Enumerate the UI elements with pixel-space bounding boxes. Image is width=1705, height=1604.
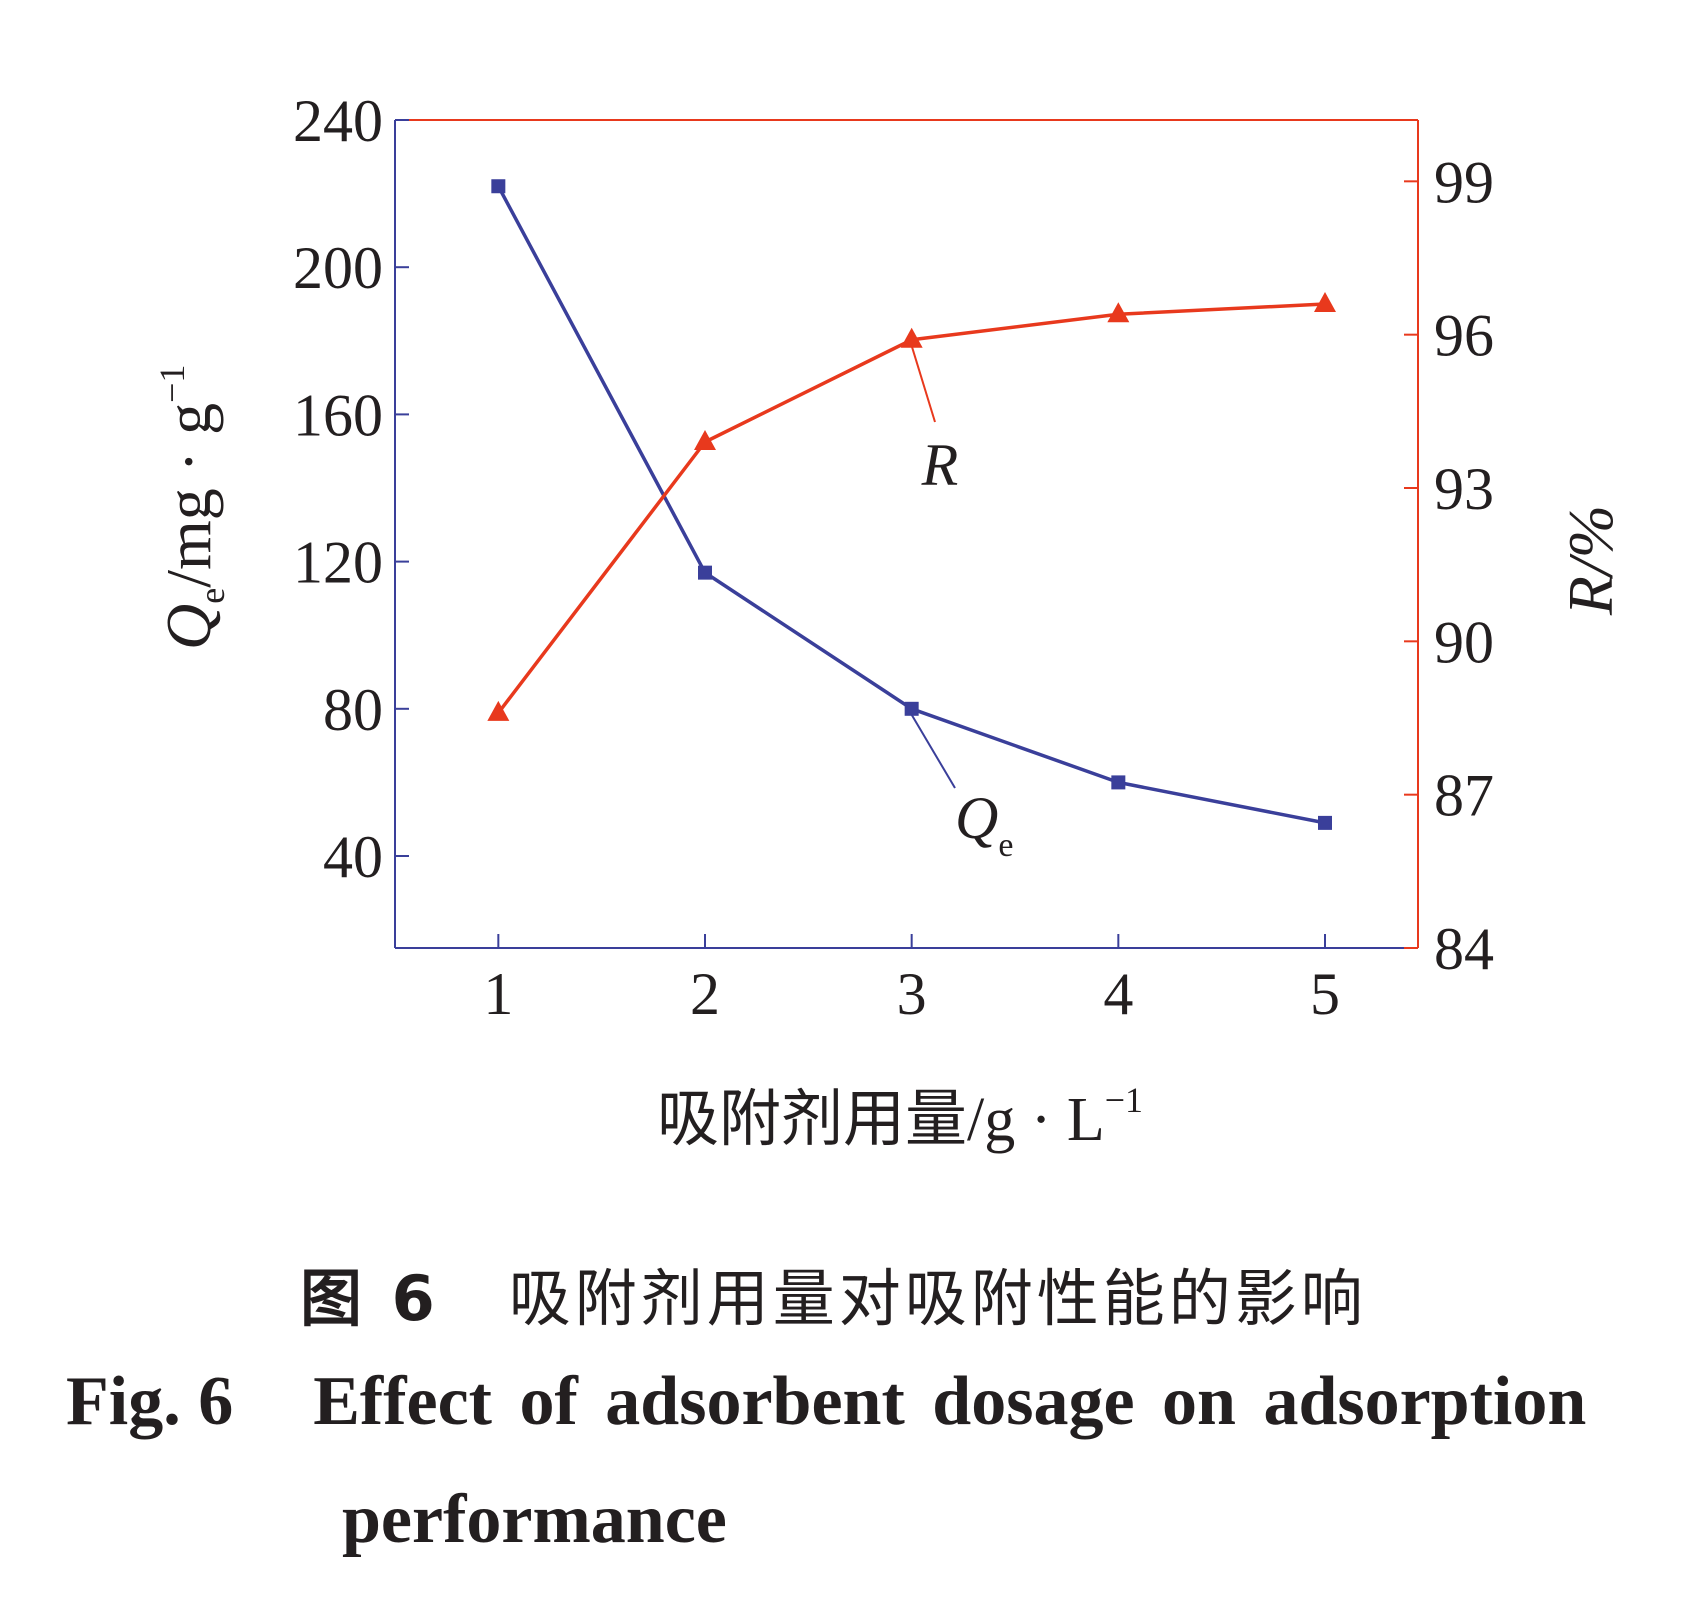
right-tick-label: 96 bbox=[1434, 303, 1494, 369]
r-leader-line bbox=[910, 345, 936, 423]
axes bbox=[394, 119, 1419, 949]
caption-cn-title: 吸附剂用量对吸附性能的影响 bbox=[508, 1262, 1367, 1335]
right-y-ticks: 84 87 90 93 96 99 bbox=[1404, 149, 1494, 982]
marker-qe bbox=[904, 701, 919, 716]
left-tick-label: 160 bbox=[293, 382, 383, 448]
x-ticks: 1 2 3 4 5 bbox=[483, 934, 1340, 1027]
left-tick-label: 40 bbox=[323, 824, 383, 890]
annotations bbox=[910, 345, 956, 789]
left-y-ticks: 40 80 120 160 200 240 bbox=[293, 88, 409, 890]
x-tick-label: 4 bbox=[1103, 961, 1133, 1027]
marker-r bbox=[487, 700, 510, 721]
series-label-qe: Qe bbox=[955, 785, 1013, 864]
caption-cn-label: 图 6 bbox=[300, 1262, 439, 1335]
right-tick-label: 93 bbox=[1434, 456, 1494, 522]
marker-qe bbox=[1111, 775, 1126, 790]
caption-chinese: 图 6 吸附剂用量对吸附性能的影响 bbox=[300, 1248, 1367, 1338]
series-line-qe bbox=[496, 185, 1326, 825]
caption-english-line1: Fig. 6 Effect of adsorbent dosage on adso… bbox=[66, 1362, 1586, 1442]
left-tick-label: 240 bbox=[293, 88, 383, 154]
qe-leader-line bbox=[910, 714, 956, 789]
marker-qe bbox=[491, 179, 506, 194]
marker-r bbox=[1314, 292, 1336, 312]
x-axis-title: 吸附剂用量/g · L−1 bbox=[657, 1080, 1143, 1154]
x-tick-label: 2 bbox=[690, 961, 720, 1027]
right-axis-title: R/% bbox=[1555, 505, 1626, 616]
x-tick-label: 5 bbox=[1310, 961, 1340, 1027]
left-axis-title: Qe/mg · g−1 bbox=[152, 365, 232, 650]
right-tick-label: 84 bbox=[1434, 916, 1494, 982]
right-tick-label: 87 bbox=[1434, 763, 1494, 829]
marker-r bbox=[900, 327, 923, 348]
caption-en-title-line1: Effect of adsorbent dosage on adsorption bbox=[313, 1363, 1587, 1440]
x-tick-label: 1 bbox=[483, 961, 513, 1027]
marker-r bbox=[1107, 302, 1130, 323]
left-tick-label: 80 bbox=[323, 677, 383, 743]
marker-qe bbox=[1318, 815, 1332, 830]
right-tick-label: 99 bbox=[1434, 149, 1494, 215]
left-tick-label: 120 bbox=[293, 530, 383, 596]
series-label-r: R bbox=[921, 432, 959, 498]
dual-axis-line-chart: 1 2 3 4 5 40 80 120 160 200 240 84 87 90 93 96 99 Qe/m… bbox=[152, 88, 1626, 1154]
caption-en-label: Fig. 6 bbox=[66, 1363, 234, 1440]
caption-english-line2: performance bbox=[342, 1481, 727, 1558]
left-tick-label: 200 bbox=[293, 235, 383, 301]
series-group bbox=[487, 179, 1336, 830]
series-line-r bbox=[496, 302, 1326, 714]
right-tick-label: 90 bbox=[1434, 609, 1494, 675]
x-tick-label: 3 bbox=[897, 961, 927, 1027]
marker-qe bbox=[698, 565, 712, 580]
marker-r bbox=[694, 430, 716, 450]
